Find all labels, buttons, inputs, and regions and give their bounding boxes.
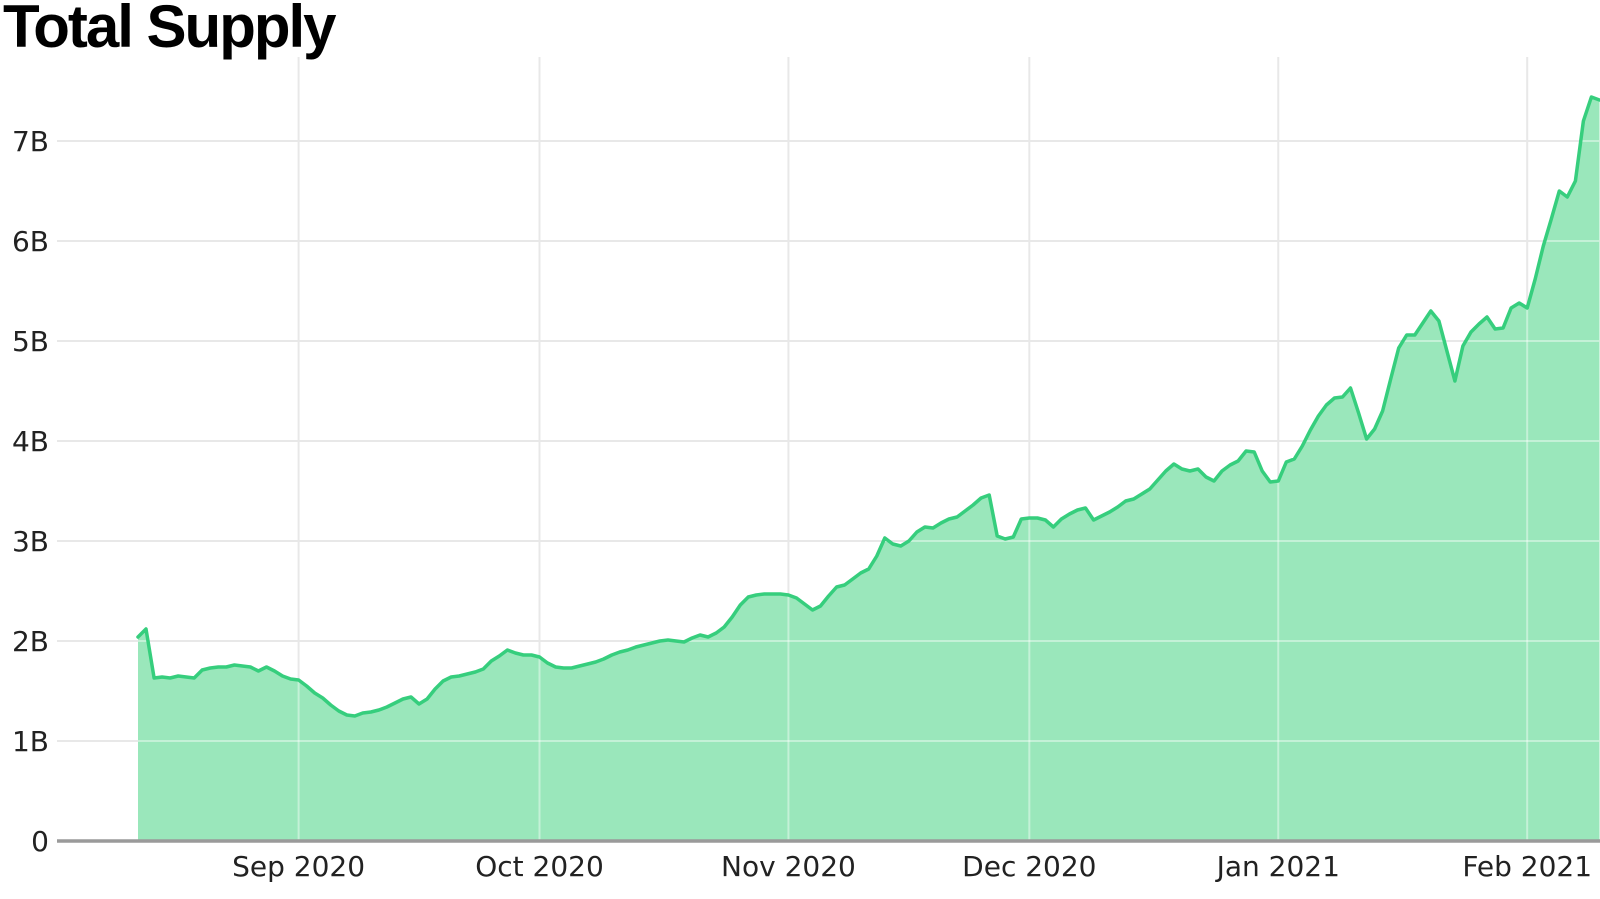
x-tick-label: Nov 2020 bbox=[721, 850, 856, 883]
supply-line bbox=[136, 95, 1600, 718]
x-tick-label: Jan 2021 bbox=[1215, 850, 1340, 883]
x-tick-label: Sep 2020 bbox=[232, 850, 365, 883]
y-tick-label: 7B bbox=[12, 125, 49, 158]
y-tick-label: 6B bbox=[12, 225, 49, 258]
y-tick-label: 0 bbox=[31, 825, 49, 858]
x-tick-label: Dec 2020 bbox=[962, 850, 1096, 883]
y-axis-labels: 0 1B 2B 3B 4B 5B 6B 7B bbox=[12, 125, 49, 858]
y-tick-label: 4B bbox=[12, 425, 49, 458]
chart-title: Total Supply bbox=[3, 0, 337, 60]
y-tick-label: 3B bbox=[12, 525, 49, 558]
x-tick-label: Oct 2020 bbox=[475, 850, 604, 883]
y-tick-label: 1B bbox=[12, 725, 49, 758]
x-tick-label: Feb 2021 bbox=[1462, 850, 1592, 883]
y-tick-label: 5B bbox=[12, 325, 49, 358]
x-axis-labels: Sep 2020 Oct 2020 Nov 2020 Dec 2020 Jan 2021… bbox=[232, 850, 1592, 883]
supply-area-fill bbox=[138, 97, 1600, 841]
y-tick-label: 2B bbox=[12, 625, 49, 658]
